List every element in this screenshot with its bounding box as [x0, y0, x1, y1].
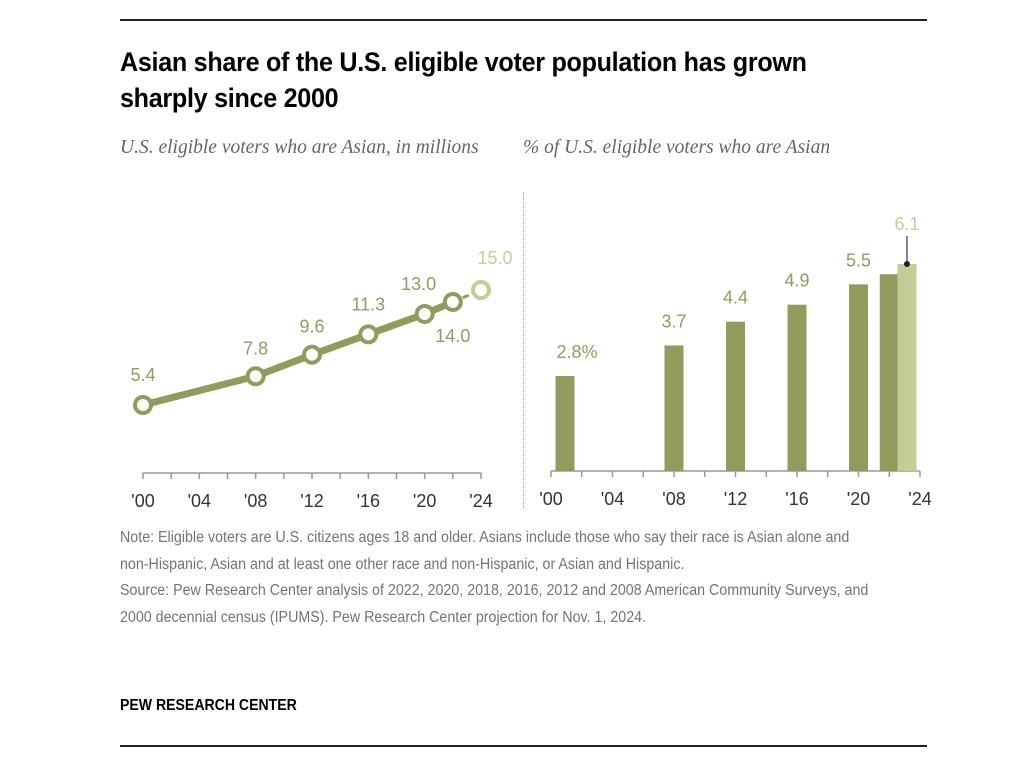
bar	[555, 375, 575, 471]
data-label: 9.6	[299, 317, 324, 337]
x-tick-label: '08	[662, 489, 685, 509]
projected-data-point	[471, 280, 491, 300]
bar	[726, 321, 745, 471]
data-label: 14.0	[435, 326, 470, 346]
data-point	[442, 291, 463, 312]
bar	[849, 284, 868, 471]
data-point	[414, 303, 435, 324]
x-tick-label: '24	[469, 491, 492, 511]
brand-logo-text: PEW RESEARCH CENTER	[120, 697, 297, 714]
line-chart: '00 '04 '08 '12 '16 '20 '24 5.4 7.8 9.6 11.3 13.0 14…	[130, 248, 512, 511]
line-chart-subtitle: U.S. eligible voters who are Asian, in m…	[120, 137, 479, 158]
bar	[787, 304, 807, 471]
bottom-rule	[120, 745, 927, 747]
chart-title: Asian share of the U.S. eligible voter p…	[120, 47, 807, 113]
bar	[879, 274, 899, 471]
data-label: 4.9	[784, 271, 809, 291]
data-label: 6.1	[894, 214, 919, 234]
data-label: 7.8	[243, 338, 268, 358]
x-tick-label: '16	[785, 489, 808, 509]
x-tick-label: '12	[300, 491, 323, 511]
data-label: 5.5	[846, 250, 871, 270]
bar-chart-subtitle: % of U.S. eligible voters who are Asian	[523, 137, 831, 158]
projected-bar	[897, 264, 917, 471]
data-point	[133, 395, 153, 415]
bar-chart: '00 '04 '08 '12 '16 '20 '24 2.8% 3.7 4.4 4.9 5.5 6.1	[539, 214, 931, 509]
x-tick-label: '20	[847, 489, 870, 509]
data-label: 2.8%	[556, 342, 597, 362]
data-point	[245, 366, 266, 387]
bar	[664, 345, 684, 471]
x-tick-label: '04	[188, 491, 211, 511]
data-point	[358, 324, 379, 345]
x-tick-label: '20	[413, 491, 436, 511]
note-text: Note: Eligible voters are U.S. citizens …	[120, 529, 850, 573]
top-rule	[120, 19, 927, 21]
data-label: 4.4	[723, 288, 748, 308]
line-series	[139, 298, 457, 409]
label-leader-dot	[904, 261, 910, 267]
projection-connector	[462, 294, 470, 299]
x-tick-label: '04	[601, 489, 624, 509]
data-label: 5.4	[130, 365, 155, 385]
data-label: 13.0	[401, 274, 436, 294]
x-tick-label: '24	[908, 489, 931, 509]
source-text: Source: Pew Research Center analysis of …	[120, 582, 869, 626]
x-tick-label: '00	[539, 489, 562, 509]
data-label: 15.0	[477, 248, 512, 268]
notes: Note: Eligible voters are U.S. citizens …	[120, 525, 874, 631]
data-label: 3.7	[661, 311, 686, 331]
x-tick-label: '00	[131, 491, 154, 511]
data-point	[302, 344, 322, 365]
x-tick-label: '12	[724, 489, 747, 509]
data-label: 11.3	[351, 294, 385, 314]
x-tick-label: '08	[244, 491, 267, 511]
panel-divider	[523, 192, 524, 508]
x-tick-label: '16	[357, 491, 380, 511]
